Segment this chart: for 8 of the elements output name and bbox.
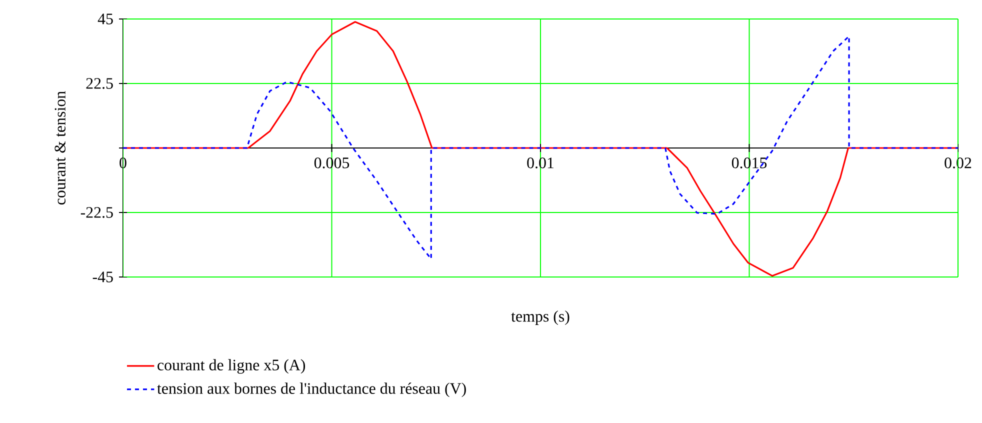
y-tick-label: -22.5 — [80, 207, 113, 218]
y-axis-title: courant & tension — [54, 91, 66, 204]
y-tick-label: 22.5 — [86, 78, 113, 89]
y-tick-label: 45 — [98, 14, 113, 24]
x-axis-title: temps (s) — [511, 310, 570, 325]
y-tick-label: -45 — [92, 272, 113, 282]
legend-label: tension aux bornes de l'inductance du réseau (V) — [157, 382, 466, 398]
legend-label: courant de ligne x5 (A) — [158, 359, 306, 374]
